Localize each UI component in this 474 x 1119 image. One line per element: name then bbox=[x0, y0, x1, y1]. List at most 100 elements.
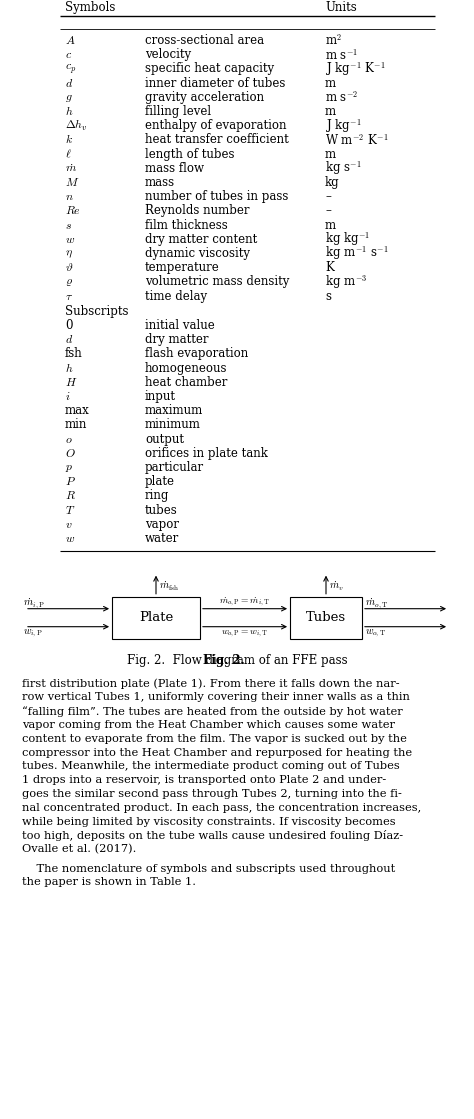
Text: $\dot{m}_{\mathrm{fsh}}$: $\dot{m}_{\mathrm{fsh}}$ bbox=[159, 580, 180, 593]
Text: volumetric mass density: volumetric mass density bbox=[145, 275, 289, 289]
Text: mass: mass bbox=[145, 176, 175, 189]
Text: 1 drops into a reservoir, is transported onto Plate 2 and under-: 1 drops into a reservoir, is transported… bbox=[22, 775, 386, 786]
Text: m: m bbox=[325, 105, 336, 117]
Text: $d$: $d$ bbox=[65, 333, 73, 346]
Text: $\vartheta$: $\vartheta$ bbox=[65, 261, 73, 274]
Text: The nomenclature of symbols and subscripts used throughout: The nomenclature of symbols and subscrip… bbox=[22, 864, 395, 874]
Text: $\dot{m}_{i,\mathrm{P}}$: $\dot{m}_{i,\mathrm{P}}$ bbox=[23, 595, 45, 610]
Text: film thickness: film thickness bbox=[145, 218, 228, 232]
Text: $\ell$: $\ell$ bbox=[65, 148, 72, 161]
Text: $O$: $O$ bbox=[65, 446, 76, 460]
Text: dynamic viscosity: dynamic viscosity bbox=[145, 247, 250, 260]
Text: m s$^{-2}$: m s$^{-2}$ bbox=[325, 90, 358, 105]
Text: orifices in plate tank: orifices in plate tank bbox=[145, 446, 268, 460]
Text: $k$: $k$ bbox=[65, 133, 73, 147]
Text: dry matter: dry matter bbox=[145, 333, 209, 346]
Text: nal concentrated product. In each pass, the concentration increases,: nal concentrated product. In each pass, … bbox=[22, 803, 421, 812]
Text: initial value: initial value bbox=[145, 319, 215, 332]
Text: $\dot{m}_{o,\mathrm{T}}$: $\dot{m}_{o,\mathrm{T}}$ bbox=[365, 595, 388, 610]
Text: $R$: $R$ bbox=[65, 489, 76, 502]
Text: $w_{o,\mathrm{P}} = w_{i,\mathrm{T}}$: $w_{o,\mathrm{P}} = w_{i,\mathrm{T}}$ bbox=[221, 628, 269, 639]
Text: $\varrho$: $\varrho$ bbox=[65, 275, 73, 289]
Text: content to evaporate from the film. The vapor is sucked out by the: content to evaporate from the film. The … bbox=[22, 734, 407, 744]
Text: dry matter content: dry matter content bbox=[145, 233, 257, 246]
Text: Symbols: Symbols bbox=[65, 1, 115, 15]
Text: m: m bbox=[325, 76, 336, 90]
Text: Fig. 2.: Fig. 2. bbox=[203, 655, 245, 667]
Text: J kg$^{-1}$ K$^{-1}$: J kg$^{-1}$ K$^{-1}$ bbox=[325, 60, 386, 78]
Text: $i$: $i$ bbox=[65, 391, 71, 403]
Text: $v$: $v$ bbox=[65, 518, 73, 530]
Text: input: input bbox=[145, 391, 176, 403]
Text: $\eta$: $\eta$ bbox=[65, 247, 73, 260]
Text: maximum: maximum bbox=[145, 404, 203, 417]
Text: $T$: $T$ bbox=[65, 504, 75, 517]
Text: $\dot{m}_{v}$: $\dot{m}_{v}$ bbox=[329, 580, 344, 593]
Text: $h$: $h$ bbox=[65, 105, 73, 117]
Text: compressor into the Heat Chamber and repurposed for heating the: compressor into the Heat Chamber and rep… bbox=[22, 747, 412, 758]
Text: –: – bbox=[325, 205, 331, 217]
Text: m: m bbox=[325, 218, 336, 232]
Text: homogeneous: homogeneous bbox=[145, 361, 228, 375]
Text: flash evaporation: flash evaporation bbox=[145, 347, 248, 360]
Text: fsh: fsh bbox=[65, 347, 83, 360]
Text: $p$: $p$ bbox=[65, 461, 73, 474]
Text: number of tubes in pass: number of tubes in pass bbox=[145, 190, 288, 204]
Text: minimum: minimum bbox=[145, 419, 201, 432]
Text: $d$: $d$ bbox=[65, 76, 73, 90]
Text: ring: ring bbox=[145, 489, 169, 502]
Text: $P$: $P$ bbox=[65, 476, 76, 488]
Text: length of tubes: length of tubes bbox=[145, 148, 235, 161]
Text: $g$: $g$ bbox=[65, 91, 73, 104]
Text: $s$: $s$ bbox=[65, 218, 72, 232]
Text: inner diameter of tubes: inner diameter of tubes bbox=[145, 76, 285, 90]
Text: K: K bbox=[325, 261, 334, 274]
Text: s: s bbox=[325, 290, 331, 302]
Text: row vertical Tubes 1, uniformly covering their inner walls as a thin: row vertical Tubes 1, uniformly covering… bbox=[22, 693, 410, 703]
Text: m: m bbox=[325, 148, 336, 161]
Text: kg: kg bbox=[325, 176, 340, 189]
Text: $Re$: $Re$ bbox=[65, 205, 81, 217]
Text: vapor: vapor bbox=[145, 518, 179, 530]
Text: vapor coming from the Heat Chamber which causes some water: vapor coming from the Heat Chamber which… bbox=[22, 721, 395, 730]
Text: $w$: $w$ bbox=[65, 233, 75, 246]
Text: $w_{i,\mathrm{P}}$: $w_{i,\mathrm{P}}$ bbox=[23, 628, 43, 639]
Text: kg kg$^{-1}$: kg kg$^{-1}$ bbox=[325, 231, 371, 248]
Text: “falling film”. The tubes are heated from the outside by hot water: “falling film”. The tubes are heated fro… bbox=[22, 706, 403, 717]
Text: too high, deposits on the tube walls cause undesired fouling Díaz-: too high, deposits on the tube walls cau… bbox=[22, 830, 403, 841]
Text: m s$^{-1}$: m s$^{-1}$ bbox=[325, 47, 358, 63]
Text: the paper is shown in Table 1.: the paper is shown in Table 1. bbox=[22, 877, 196, 887]
Text: Fig. 2.  Flow diagram of an FFE pass: Fig. 2. Flow diagram of an FFE pass bbox=[127, 655, 347, 667]
Text: particular: particular bbox=[145, 461, 204, 474]
Text: $\tau$: $\tau$ bbox=[65, 290, 73, 302]
Text: $M$: $M$ bbox=[65, 176, 79, 189]
Text: mass flow: mass flow bbox=[145, 162, 204, 175]
Text: heat chamber: heat chamber bbox=[145, 376, 228, 388]
Text: max: max bbox=[65, 404, 90, 417]
Text: min: min bbox=[65, 419, 87, 432]
Text: J kg$^{-1}$: J kg$^{-1}$ bbox=[325, 116, 362, 134]
Text: velocity: velocity bbox=[145, 48, 191, 62]
Text: Plate: Plate bbox=[139, 611, 173, 624]
Text: enthalpy of evaporation: enthalpy of evaporation bbox=[145, 120, 286, 132]
Text: –: – bbox=[325, 190, 331, 204]
Text: $o$: $o$ bbox=[65, 433, 73, 445]
Text: kg m$^{-3}$: kg m$^{-3}$ bbox=[325, 273, 367, 291]
Text: temperature: temperature bbox=[145, 261, 220, 274]
Text: $n$: $n$ bbox=[65, 190, 74, 204]
Text: $w_{o,\mathrm{T}}$: $w_{o,\mathrm{T}}$ bbox=[365, 628, 386, 639]
Text: Subscripts: Subscripts bbox=[65, 304, 128, 318]
Text: 0: 0 bbox=[65, 319, 73, 332]
Text: gravity acceleration: gravity acceleration bbox=[145, 91, 264, 104]
Text: first distribution plate (Plate 1). From there it falls down the nar-: first distribution plate (Plate 1). From… bbox=[22, 679, 400, 689]
Text: kg m$^{-1}$ s$^{-1}$: kg m$^{-1}$ s$^{-1}$ bbox=[325, 245, 389, 263]
Text: heat transfer coefficient: heat transfer coefficient bbox=[145, 133, 289, 147]
Text: Reynolds number: Reynolds number bbox=[145, 205, 249, 217]
Text: $H$: $H$ bbox=[65, 376, 77, 388]
Text: $A$: $A$ bbox=[65, 34, 75, 47]
Text: $\dot{m}$: $\dot{m}$ bbox=[65, 162, 77, 175]
Text: $\dot{m}_{o,\mathrm{P}} = \dot{m}_{i,\mathrm{T}}$: $\dot{m}_{o,\mathrm{P}} = \dot{m}_{i,\ma… bbox=[219, 595, 271, 609]
Text: Tubes: Tubes bbox=[306, 611, 346, 624]
Text: filling level: filling level bbox=[145, 105, 211, 117]
Text: $h$: $h$ bbox=[65, 361, 73, 375]
